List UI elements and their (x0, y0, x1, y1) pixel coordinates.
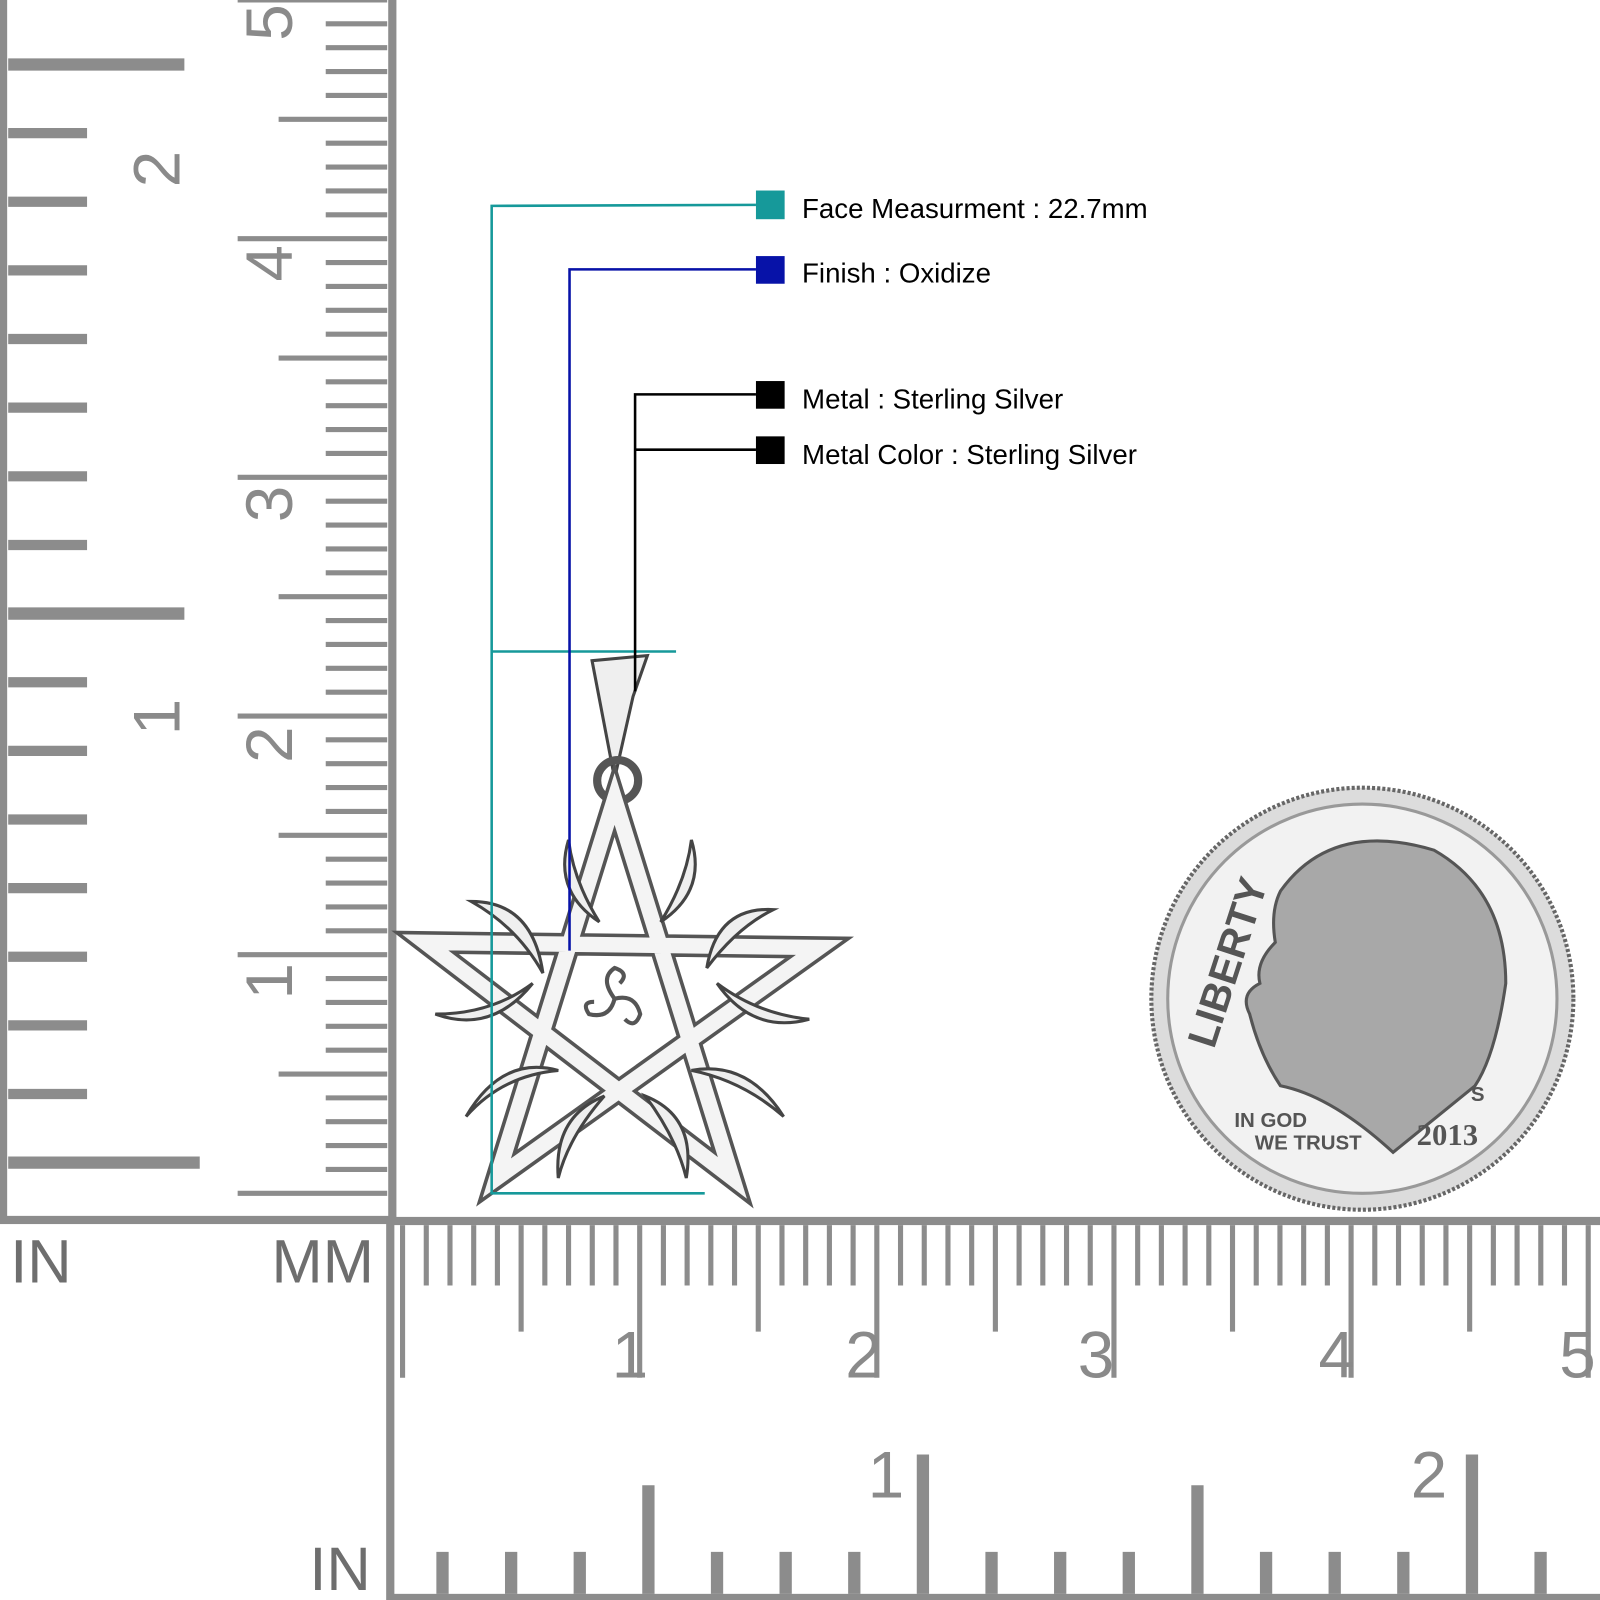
v-mm-label: 5 (233, 4, 306, 40)
v-mm-label: 2 (233, 726, 306, 762)
metal-swatch (755, 381, 785, 409)
horizontal-ruler-frame (386, 1216, 1600, 1600)
spec-legend: Face Measurment : 22.7mm Finish : Oxidiz… (755, 190, 1148, 470)
vertical-ruler: 5 4 3 2 1 2 1 (0, 0, 397, 1225)
v-mm-label: 3 (233, 486, 306, 522)
h-mm-label: 3 (1078, 1319, 1114, 1392)
v-mm-label: 4 (233, 245, 306, 281)
horizontal-unit-in: IN (309, 1535, 370, 1600)
measurement-guides (490, 203, 756, 1195)
vertical-ruler-ticks (8, 0, 388, 1196)
crescent-left (434, 899, 545, 1022)
h-in-label: 1 (868, 1439, 904, 1512)
h-mm-label: 1 (612, 1319, 648, 1392)
crescent-bottom-right (640, 1067, 785, 1179)
coin-motto-2: WE TRUST (1255, 1131, 1362, 1154)
pentagram-pendant-image (391, 653, 854, 1209)
face-measurement-swatch (755, 190, 785, 220)
crescent-bottom-left (464, 1065, 606, 1179)
vertical-ruler-frame (0, 0, 397, 1225)
v-in-label: 1 (120, 699, 193, 735)
metal-color-label: Metal Color : Sterling Silver (802, 439, 1137, 470)
coin-portrait (1244, 839, 1508, 1155)
finish-swatch (755, 256, 785, 284)
coin-mint-mark: S (1471, 1083, 1485, 1106)
v-mm-label: 1 (233, 963, 306, 999)
h-in-label: 2 (1411, 1439, 1447, 1512)
coin-year: 2013 (1417, 1118, 1478, 1152)
h-mm-label: 4 (1319, 1319, 1355, 1392)
face-measurement-label: Face Measurment : 22.7mm (802, 193, 1148, 224)
horizontal-ruler-ticks (400, 1225, 1591, 1594)
metal-label: Metal : Sterling Silver (802, 384, 1063, 415)
crescent-right (705, 908, 810, 1025)
metal-color-swatch (755, 436, 785, 465)
h-mm-label: 2 (845, 1319, 881, 1392)
v-in-label: 2 (120, 151, 193, 187)
finish-label: Finish : Oxidize (802, 258, 991, 289)
horizontal-ruler: 1 2 3 4 5 1 2 (386, 1216, 1600, 1600)
vertical-unit-mm: MM (272, 1227, 374, 1296)
triskele-center (583, 965, 643, 1026)
pentagram-face (402, 773, 844, 1199)
coin-motto-1: IN GOD (1234, 1109, 1307, 1132)
face-measurement-line (490, 203, 756, 1195)
crescent-top (563, 839, 697, 924)
vertical-unit-in: IN (10, 1227, 71, 1296)
pendant-bail (590, 653, 650, 779)
metal-line (633, 393, 756, 692)
finish-line (568, 268, 756, 951)
dime-coin-image: LIBERTY IN GOD WE TRUST 2013 S (1149, 785, 1576, 1212)
h-mm-label: 5 (1559, 1319, 1595, 1392)
